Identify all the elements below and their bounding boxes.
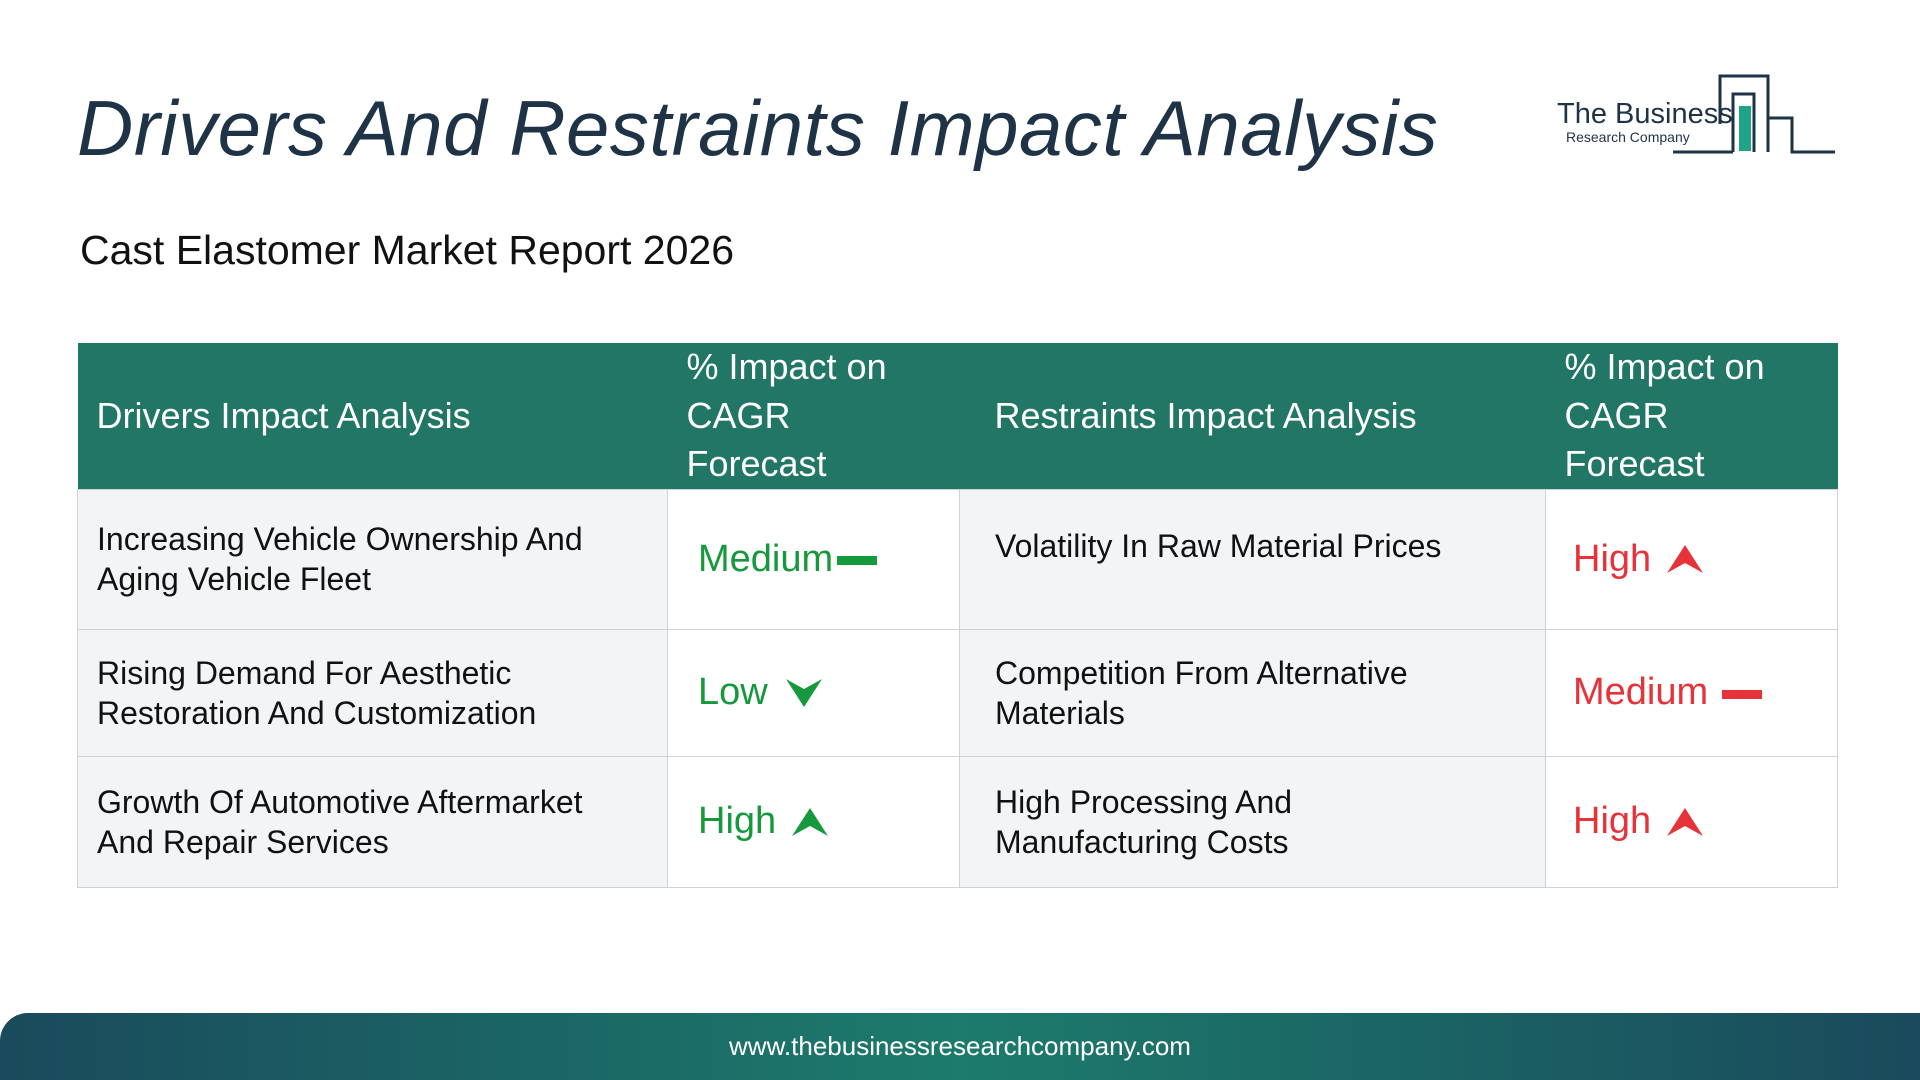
driver-impact-label: Low [698,671,768,714]
report-subtitle: Cast Elastomer Market Report 2026 [80,227,734,273]
restraint-impact-cell: Medium [1545,628,1838,757]
page-title: Drivers And Restraints Impact Analysis [77,84,1439,172]
driver-impact-label: High [698,800,777,843]
restraint-cell: High Processing And Manufacturing Costs [959,755,1546,888]
restraint-impact-label: High [1573,800,1652,843]
up-arrow-icon [792,807,829,836]
footer-bar: www.thebusinessresearchcompany.com [0,1013,1920,1080]
table-header-row: Drivers Impact Analysis % Impact on CAGR… [77,343,1838,490]
driver-cell: Growth Of Automotive Aftermarket And Rep… [77,755,668,888]
driver-impact-cell: High [667,755,960,888]
table-row: Rising Demand For Aesthetic Restoration … [77,628,1838,757]
restraint-impact-cell: High [1545,755,1838,888]
dash-icon [1722,689,1763,699]
company-logo-icon [1673,74,1835,154]
driver-impact-cell: Low [667,628,960,757]
restraint-impact-cell: High [1545,488,1838,630]
drivers-column-header: Drivers Impact Analysis [77,343,668,490]
website-link[interactable]: www.thebusinessresearchcompany.com [729,1031,1191,1061]
down-arrow-icon [785,678,822,707]
restraint-impact-label: Medium [1573,671,1709,714]
restraint-impact-column-header: % Impact on CAGR Forecast [1545,343,1838,490]
table-row: Growth Of Automotive Aftermarket And Rep… [77,755,1838,888]
restraints-column-header: Restraints Impact Analysis [959,343,1546,490]
driver-cell: Rising Demand For Aesthetic Restoration … [77,628,668,757]
restraint-cell: Volatility In Raw Material Prices [959,488,1546,630]
restraint-cell: Competition From Alternative Materials [959,628,1546,757]
dash-icon [837,556,878,566]
up-arrow-icon [1667,807,1704,836]
logo-text-primary: The Business [1557,98,1733,130]
restraint-impact-label: High [1573,537,1652,580]
driver-impact-label: Medium [698,537,834,580]
impact-table: Drivers Impact Analysis % Impact on CAGR… [77,343,1838,888]
table-row: Increasing Vehicle Ownership And Aging V… [77,488,1838,630]
driver-impact-column-header: % Impact on CAGR Forecast [667,343,960,490]
logo-text-secondary: Research Company [1566,129,1690,145]
driver-impact-cell: Medium [667,488,960,630]
up-arrow-icon [1667,545,1704,574]
driver-cell: Increasing Vehicle Ownership And Aging V… [77,488,668,630]
